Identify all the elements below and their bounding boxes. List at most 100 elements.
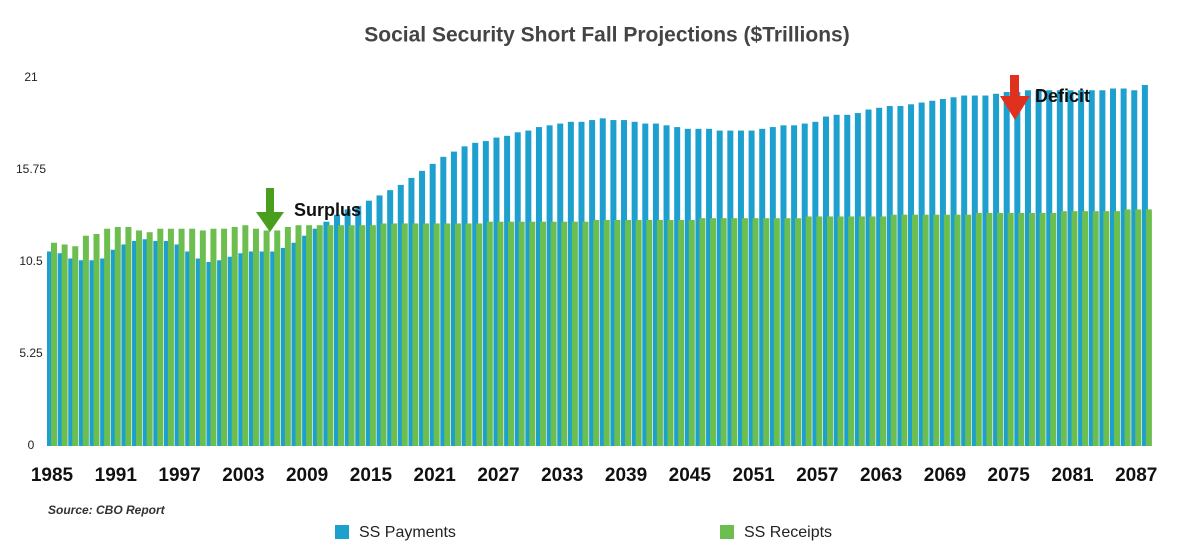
bar xyxy=(82,235,89,446)
bar xyxy=(248,251,255,446)
bar xyxy=(656,219,663,446)
bar xyxy=(1114,211,1120,446)
bar xyxy=(263,230,270,446)
bar xyxy=(280,247,287,446)
bar xyxy=(901,214,908,446)
legend-label: SS Payments xyxy=(359,524,456,541)
bar xyxy=(338,225,345,446)
bar xyxy=(869,216,876,446)
bar xyxy=(546,125,553,447)
bar xyxy=(482,141,489,447)
bar xyxy=(567,121,574,447)
plot-area xyxy=(47,85,1152,447)
bar xyxy=(954,214,961,446)
bar xyxy=(667,219,674,446)
bar xyxy=(508,221,515,446)
bar xyxy=(943,214,950,446)
y-tick-label: 5.25 xyxy=(19,346,43,360)
deficit-annotation: Deficit xyxy=(1000,75,1090,120)
bar xyxy=(880,216,887,446)
bar xyxy=(625,219,632,446)
bar xyxy=(848,216,855,446)
bar xyxy=(114,226,121,446)
bar xyxy=(748,130,755,447)
bar xyxy=(997,212,1004,446)
bar xyxy=(599,118,606,447)
bar xyxy=(78,260,85,446)
bar xyxy=(376,195,383,446)
y-tick-label: 15.75 xyxy=(16,162,46,176)
bar xyxy=(918,102,925,447)
legend-swatch xyxy=(335,525,349,539)
bar xyxy=(327,225,334,446)
bar xyxy=(231,226,238,446)
bar xyxy=(791,125,798,447)
bar xyxy=(716,130,723,447)
arrow-head xyxy=(1000,96,1030,120)
bar xyxy=(642,123,649,447)
bar xyxy=(497,221,504,446)
bar xyxy=(561,221,568,446)
bar xyxy=(922,214,929,446)
bar xyxy=(710,218,717,446)
x-tick-label: 2027 xyxy=(477,465,519,486)
bar xyxy=(302,235,309,446)
bar xyxy=(652,123,659,447)
bar xyxy=(348,225,355,446)
x-tick-label: 2051 xyxy=(732,465,775,486)
bar xyxy=(47,251,53,446)
bar xyxy=(136,230,143,446)
bar xyxy=(646,219,653,446)
bar xyxy=(57,253,64,446)
bar xyxy=(146,232,153,446)
bar xyxy=(1099,90,1106,447)
legend: SS Payments SS Receipts xyxy=(335,524,832,541)
bar xyxy=(731,218,738,446)
bar xyxy=(1007,212,1014,446)
surplus-annotation: Surplus xyxy=(256,188,361,232)
legend-swatch xyxy=(720,525,734,539)
bar xyxy=(933,214,940,446)
bar xyxy=(876,107,883,447)
bar xyxy=(912,214,919,446)
bar xyxy=(316,225,323,446)
bar xyxy=(284,226,291,446)
bar xyxy=(1028,212,1035,446)
y-tick-label: 10.5 xyxy=(19,254,43,268)
x-tick-label: 2075 xyxy=(988,465,1031,486)
bar xyxy=(826,216,833,446)
bar xyxy=(844,114,851,447)
bar xyxy=(433,223,440,446)
bar xyxy=(897,106,904,447)
x-tick-label: 2015 xyxy=(350,465,393,486)
bar xyxy=(971,95,978,447)
bar xyxy=(982,95,989,447)
bar xyxy=(210,228,217,446)
bar xyxy=(695,128,702,447)
bar xyxy=(493,137,500,447)
bar xyxy=(706,128,713,447)
bar xyxy=(391,223,398,446)
bar xyxy=(1067,90,1074,447)
bar xyxy=(312,228,319,446)
bar xyxy=(780,125,787,447)
bar xyxy=(461,146,468,447)
bar xyxy=(163,240,170,446)
bar xyxy=(571,221,578,446)
bar xyxy=(975,212,982,446)
bar xyxy=(557,123,564,447)
bar xyxy=(270,251,277,446)
bar xyxy=(429,163,436,446)
bar xyxy=(387,190,394,446)
bar xyxy=(153,240,160,446)
bar xyxy=(238,253,245,446)
x-tick-label: 1997 xyxy=(158,465,200,486)
bar xyxy=(535,127,542,447)
bar xyxy=(380,223,387,446)
bar xyxy=(274,230,281,446)
bar xyxy=(865,109,872,447)
x-tick-label: 2057 xyxy=(796,465,838,486)
bar xyxy=(886,106,893,447)
bar xyxy=(440,156,447,446)
bar xyxy=(1071,211,1078,446)
